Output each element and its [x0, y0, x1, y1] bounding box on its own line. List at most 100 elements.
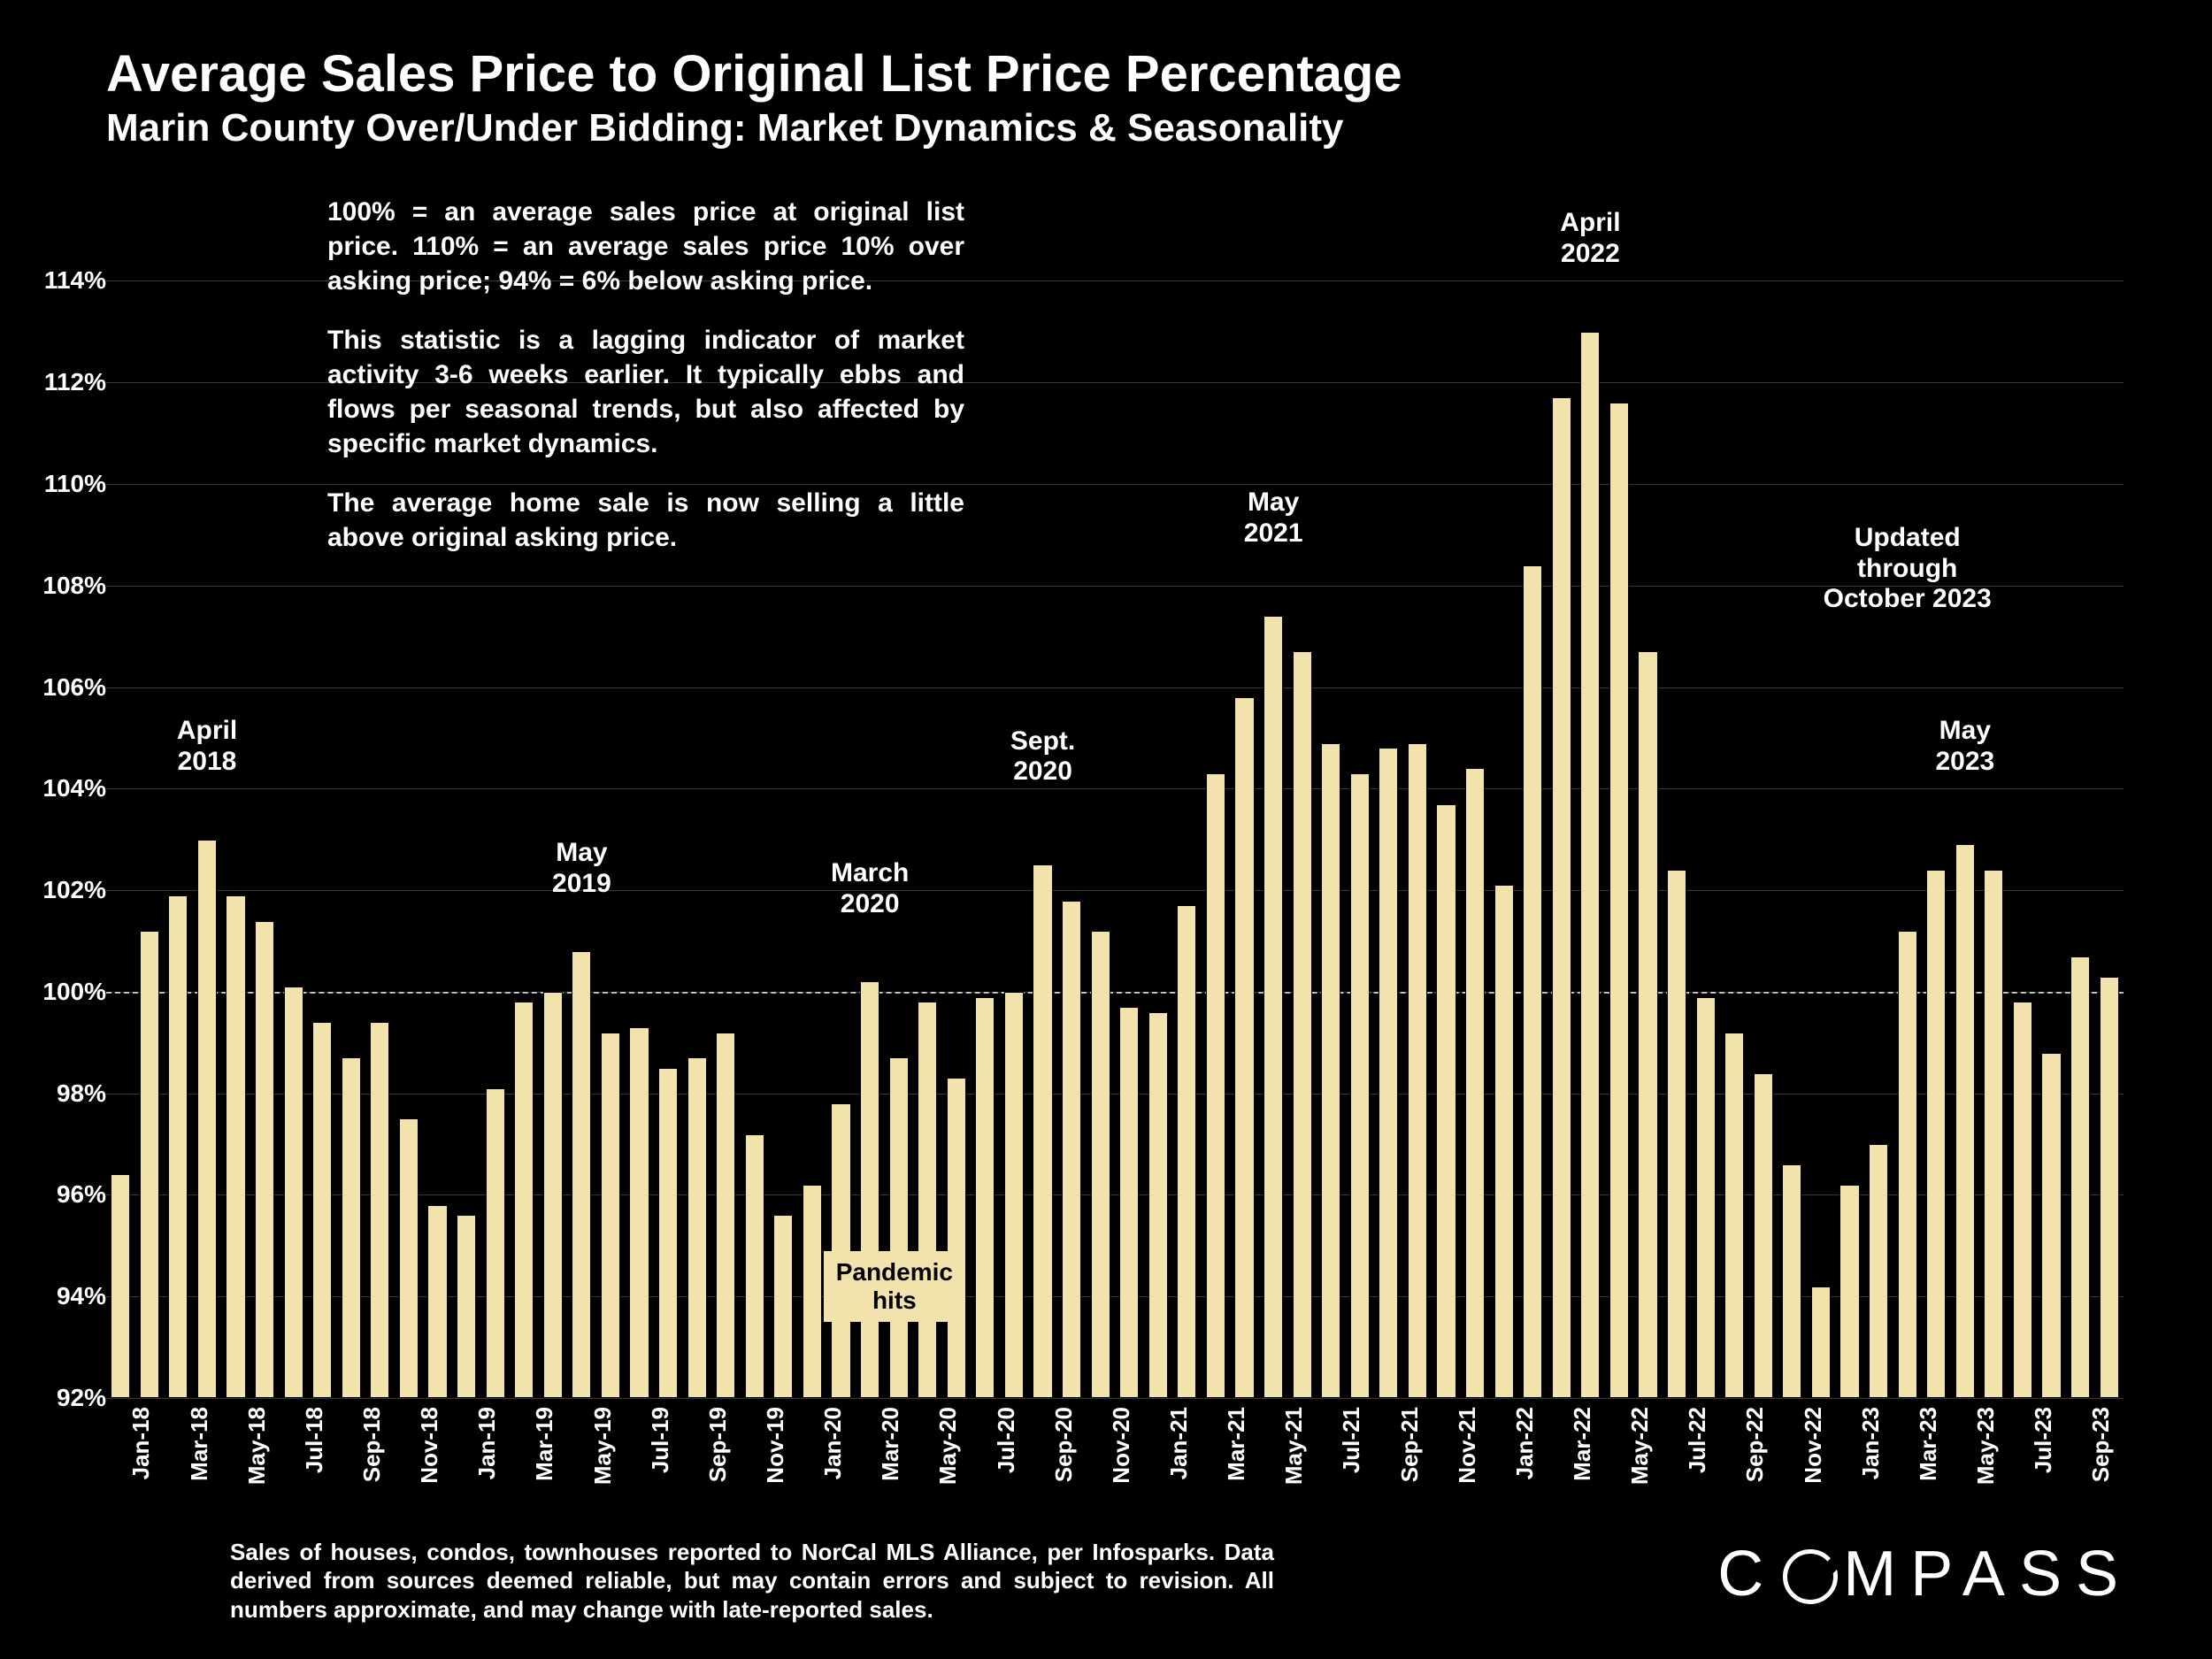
y-axis-tick-label: 100% — [0, 978, 106, 1006]
bar — [1293, 651, 1312, 1398]
y-axis-tick-label: 114% — [0, 266, 106, 295]
x-axis-tick-label: Mar-23 — [1915, 1407, 1942, 1481]
logo-letter-c: C — [1717, 1538, 1778, 1610]
y-axis-tick-label: 94% — [0, 1282, 106, 1310]
y-axis-tick-label: 112% — [0, 368, 106, 396]
bar — [1436, 804, 1455, 1398]
compass-logo: C MPASS — [1717, 1538, 2132, 1610]
x-axis-tick-label: Mar-20 — [877, 1407, 904, 1481]
x-axis-tick-label: Jan-20 — [819, 1407, 847, 1479]
bar — [1724, 1033, 1744, 1398]
bar — [716, 1033, 735, 1398]
y-axis-tick-label: 104% — [0, 774, 106, 803]
x-axis-tick-label: Nov-21 — [1454, 1407, 1481, 1484]
bar — [1523, 565, 1542, 1398]
x-axis-tick-label: Jan-19 — [473, 1407, 501, 1479]
x-axis-tick-label: Sep-20 — [1050, 1407, 1078, 1482]
chart-annotation: March2020 — [764, 858, 976, 919]
bar — [1119, 1007, 1139, 1398]
x-axis-tick-label: Jan-18 — [127, 1407, 155, 1479]
bar — [1148, 1012, 1168, 1398]
bar — [226, 895, 245, 1398]
bar — [1638, 651, 1657, 1398]
bar — [1898, 931, 1917, 1398]
x-axis-tick-label: May-23 — [1972, 1407, 2000, 1485]
x-axis-tick-label: May-18 — [243, 1407, 271, 1485]
chart-annotation: May2023 — [1859, 716, 2071, 777]
bar — [284, 987, 303, 1398]
bar — [773, 1215, 793, 1398]
bar — [1177, 905, 1196, 1398]
x-axis-tick-label: Nov-22 — [1800, 1407, 1827, 1484]
bar — [1926, 870, 1946, 1398]
x-axis-tick-label: Nov-20 — [1108, 1407, 1135, 1484]
chart-annotation: Updated throughOctober 2023 — [1801, 523, 2014, 615]
bar — [889, 1057, 909, 1398]
x-axis-tick-label: Jan-21 — [1165, 1407, 1193, 1479]
chart-annotation: May2019 — [475, 838, 687, 899]
bar — [601, 1033, 620, 1398]
bar — [975, 997, 995, 1398]
chart-title: Average Sales Price to Original List Pri… — [106, 44, 1402, 104]
x-axis-tick-label: Jul-21 — [1338, 1407, 1365, 1473]
bar — [629, 1027, 649, 1398]
chart-annotation: May2021 — [1167, 488, 1379, 549]
bar — [168, 895, 188, 1398]
bar — [1754, 1073, 1773, 1398]
bar — [572, 951, 591, 1398]
bar — [860, 981, 879, 1398]
x-axis-tick-label: Jul-22 — [1684, 1407, 1711, 1473]
bar — [803, 1185, 822, 1398]
bar — [1696, 997, 1716, 1398]
x-axis-tick-label: Jan-23 — [1857, 1407, 1885, 1479]
x-axis-tick-label: Mar-19 — [531, 1407, 558, 1481]
bar — [1321, 743, 1340, 1398]
bar-chart: April2018May2019March2020Sept.2020May202… — [106, 230, 2124, 1398]
bar — [140, 931, 159, 1398]
bar — [2013, 1002, 2032, 1398]
bar — [427, 1205, 447, 1398]
x-axis-tick-label: Jan-22 — [1511, 1407, 1539, 1479]
bar — [1033, 864, 1052, 1398]
footnote-text: Sales of houses, condos, townhouses repo… — [230, 1538, 1274, 1624]
bar — [1955, 844, 1975, 1398]
bar — [399, 1118, 419, 1398]
bar — [1811, 1286, 1831, 1398]
x-axis-tick-label: Nov-19 — [762, 1407, 789, 1484]
bar — [2041, 1053, 2061, 1398]
bar — [1263, 616, 1283, 1398]
bar — [543, 992, 563, 1398]
bar — [1408, 743, 1427, 1398]
pandemic-callout: Pandemichits — [824, 1251, 965, 1322]
y-axis-tick-label: 98% — [0, 1079, 106, 1108]
bar — [1379, 748, 1398, 1398]
bar — [1062, 901, 1081, 1398]
y-axis-tick-label: 92% — [0, 1384, 106, 1412]
x-axis-tick-label: Jul-18 — [301, 1407, 328, 1473]
chart-subtitle: Marin County Over/Under Bidding: Market … — [106, 106, 1344, 150]
x-axis-tick-label: Sep-23 — [2087, 1407, 2115, 1482]
bar — [1839, 1185, 1859, 1398]
x-axis-tick-label: Sep-22 — [1741, 1407, 1769, 1482]
x-axis-tick-label: May-20 — [934, 1407, 962, 1485]
x-axis-tick-label: May-21 — [1280, 1407, 1308, 1485]
gridline — [106, 1398, 2124, 1399]
x-axis-tick-label: May-19 — [589, 1407, 617, 1485]
bar — [918, 1002, 937, 1398]
bar — [1004, 992, 1024, 1398]
logo-o-icon — [1783, 1549, 1838, 1604]
x-axis-tick-label: Jul-23 — [2030, 1407, 2057, 1473]
x-axis-tick-label: Jul-20 — [993, 1407, 1020, 1473]
bar — [745, 1134, 764, 1398]
x-axis-tick-label: Nov-18 — [416, 1407, 443, 1484]
bar — [1782, 1164, 1801, 1398]
x-axis-tick-label: Sep-21 — [1396, 1407, 1424, 1482]
bar — [255, 921, 274, 1398]
bar — [370, 1022, 389, 1398]
x-axis-tick-label: Mar-18 — [186, 1407, 213, 1481]
bar — [2100, 977, 2119, 1398]
bar — [1580, 332, 1600, 1398]
bar — [1350, 773, 1370, 1398]
y-axis-tick-label: 96% — [0, 1180, 106, 1209]
bar — [1667, 870, 1686, 1398]
